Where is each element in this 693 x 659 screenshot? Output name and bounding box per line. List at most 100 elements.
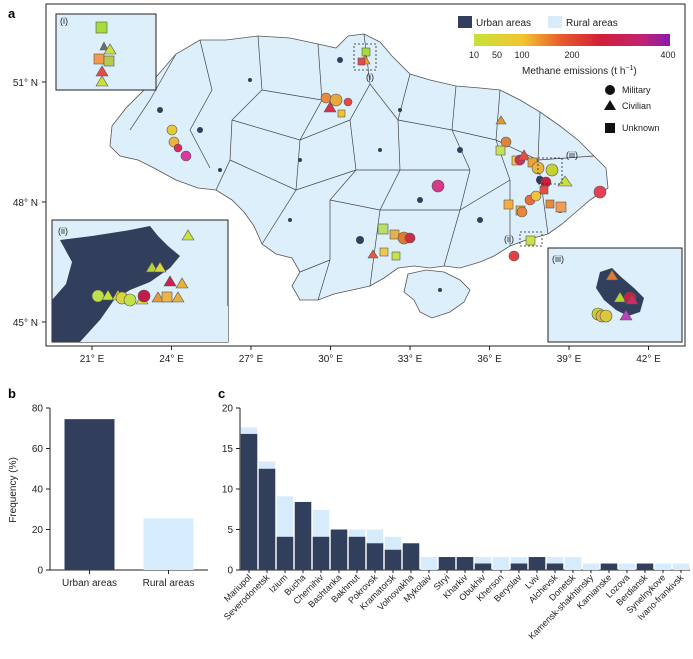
lon-label: 39° E	[557, 354, 582, 365]
lon-label: 36° E	[477, 354, 502, 365]
chart-c-bar-rural	[240, 427, 258, 434]
panel-label-c: c	[218, 386, 225, 401]
lat-label-51: 51° N	[13, 78, 38, 89]
lon-label: 30° E	[318, 354, 343, 365]
chart-b-bar	[143, 518, 194, 570]
chart-c-bar-rural	[582, 563, 600, 570]
chart-c-bar-urban	[312, 536, 330, 570]
chart-c-bar-rural	[474, 557, 492, 564]
civilian-marker-icon	[604, 100, 616, 110]
panel-label-a: a	[8, 6, 16, 21]
chart-c-bar-urban	[240, 433, 258, 570]
chart-c-bar-urban	[510, 563, 528, 570]
colorbar-title: Methane emissions (t h−1)	[522, 65, 637, 77]
chart-c-bar-rural	[618, 563, 636, 570]
chart-c-bar-urban	[384, 549, 402, 570]
lat-label-45: 45° N	[13, 318, 38, 329]
unknown-marker-icon	[605, 123, 615, 133]
lon-label: 21° E	[80, 354, 105, 365]
chart-c-bar-urban	[546, 563, 564, 570]
chart-c-ytick-label: 10	[222, 485, 234, 496]
chart-c-bar-rural	[564, 557, 582, 570]
chart-c: 05101520MariupolSeverodonetskIziumBuchaC…	[222, 404, 690, 641]
lon-label: 42° E	[636, 354, 661, 365]
chart-c-bar-urban	[456, 557, 474, 570]
oblast-borders	[129, 33, 595, 301]
colorbar-tick-200: 200	[564, 50, 579, 60]
legend-urban-swatch	[458, 16, 472, 28]
map-legend: Urban areas Rural areas 10 50 100 200 40…	[458, 16, 676, 133]
legend-unknown-label: Unknown	[622, 123, 660, 133]
chart-c-bar-rural	[258, 461, 276, 469]
chart-c-bar-urban	[330, 529, 348, 570]
lon-label: 33° E	[398, 354, 423, 365]
inset-ii: (ii)	[51, 219, 229, 343]
crimea-land	[403, 269, 471, 319]
colorbar-tick-100: 100	[514, 50, 529, 60]
colorbar-tick-400: 400	[660, 50, 675, 60]
chart-c-bar-urban	[636, 563, 654, 570]
inset-iii: (iii)	[547, 247, 683, 343]
inset-selection-boxes	[353, 43, 563, 247]
chart-c-bar-urban	[402, 543, 420, 570]
military-marker-icon	[605, 85, 615, 95]
inset-i-label: (i)	[60, 16, 68, 26]
chart-c-ytick-label: 15	[222, 444, 234, 455]
chart-c-bar-urban	[438, 557, 456, 570]
chart-b-xtick-label: Urban areas	[62, 578, 117, 589]
lat-axis: 51° N 48° N 45° N	[13, 78, 46, 329]
chart-c-bar-urban	[348, 536, 366, 570]
legend-military-label: Military	[622, 85, 651, 95]
chart-b: Frequency (%) 0 20 40 60 80 Urban areas Rural …	[8, 404, 208, 589]
chart-c-bar-rural	[672, 563, 690, 570]
chart-c-ytick-label: 5	[227, 525, 233, 536]
inset-ref-ii: (ii)	[504, 234, 514, 244]
panel-label-b: b	[8, 386, 16, 401]
lon-label: 27° E	[239, 354, 264, 365]
chart-c-bar-urban	[294, 501, 312, 570]
chart-b-ytick-label: 20	[32, 525, 44, 536]
legend-rural-swatch	[548, 16, 562, 28]
inset-ref-i: (i)	[366, 72, 374, 82]
chart-b-ylabel: Frequency (%)	[8, 457, 19, 523]
chart-c-bar-urban	[474, 563, 492, 570]
chart-b-xtick-label: Rural areas	[143, 578, 195, 589]
chart-c-ytick-label: 0	[227, 566, 233, 577]
legend-civilian-label: Civilian	[622, 101, 651, 111]
chart-c-bar-rural	[492, 557, 510, 570]
chart-c-bar-rural	[420, 557, 438, 570]
chart-c-bar-rural	[348, 529, 366, 537]
map-panel: (i) (iii) (ii) (i) (ii)	[13, 3, 686, 365]
lat-label-48: 48° N	[13, 198, 38, 209]
chart-c-bar-urban	[366, 543, 384, 570]
chart-b-bar	[64, 419, 115, 570]
chart-c-bar-urban	[528, 557, 546, 570]
inset-ii-label: (ii)	[58, 226, 68, 236]
inset-iii-label: (iii)	[552, 254, 564, 264]
chart-c-bar-rural	[312, 510, 330, 537]
chart-c-bar-urban	[276, 536, 294, 570]
colorbar-tick-50: 50	[492, 50, 502, 60]
legend-urban-label: Urban areas	[476, 18, 531, 29]
inset-ref-iii: (iii)	[566, 150, 578, 160]
chart-c-bar-rural	[546, 557, 564, 564]
lon-axis: 21° E 24° E 27° E 30° E 33° E 36° E 39° E 42° E	[80, 346, 661, 365]
chart-c-bar-rural	[510, 557, 528, 564]
colorbar-tick-10: 10	[469, 50, 479, 60]
chart-c-ytick-label: 20	[222, 404, 234, 415]
inset-i: (i)	[55, 13, 157, 91]
chart-b-ytick-label: 0	[37, 566, 43, 577]
chart-c-bar-urban	[258, 468, 276, 570]
chart-b-ytick-label: 80	[32, 404, 44, 415]
chart-c-bar-rural	[366, 529, 384, 544]
chart-c-bar-urban	[600, 563, 618, 570]
chart-c-bar-rural	[276, 496, 294, 537]
emission-markers	[166, 47, 607, 262]
chart-b-ytick-label: 40	[32, 485, 44, 496]
lon-label: 24° E	[159, 354, 184, 365]
legend-rural-label: Rural areas	[566, 18, 618, 29]
chart-b-ytick-label: 60	[32, 444, 44, 455]
colorbar	[474, 34, 670, 46]
chart-c-bar-rural	[384, 536, 402, 550]
